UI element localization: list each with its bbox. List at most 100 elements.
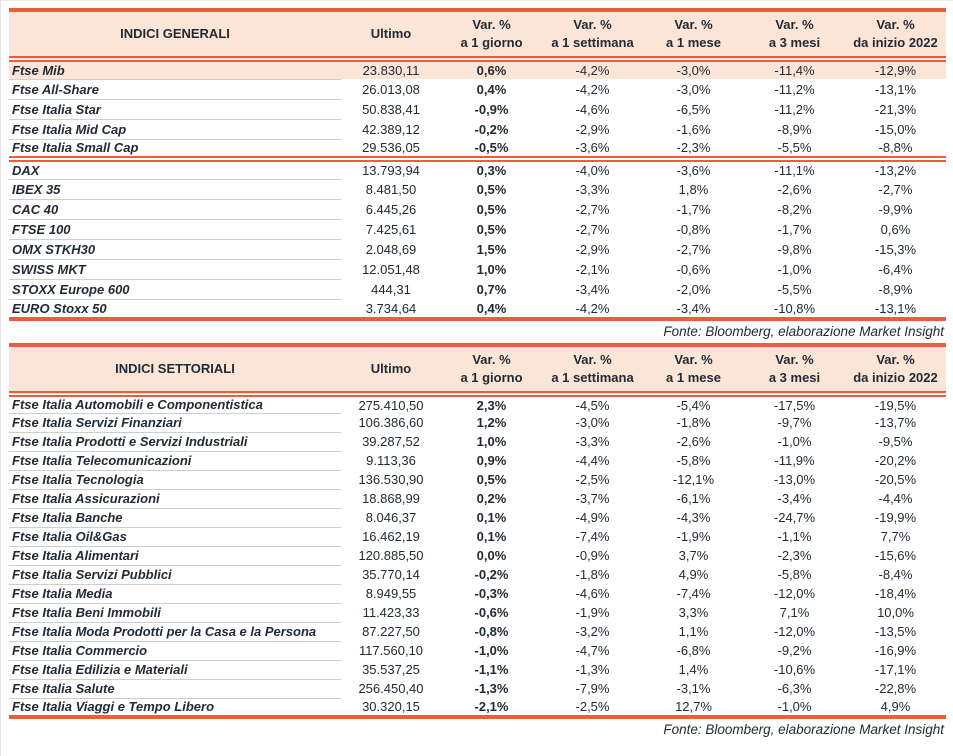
table-row: Ftse Italia Edilizia e Materiali 35.537,… bbox=[9, 660, 946, 680]
var-1-month-value: -12,1% bbox=[672, 472, 715, 487]
var-ytd-value: -20,5% bbox=[874, 472, 917, 487]
last-value: 275.410,50 bbox=[358, 397, 424, 413]
table-row: FTSE 100 7.425,61 0,5% -2,7% -0,8% -1,7%… bbox=[9, 219, 946, 240]
index-name: Ftse Italia Star bbox=[9, 99, 341, 120]
var-1-week-value: -2,9% bbox=[575, 241, 610, 257]
var-1-month-value: 1,1% bbox=[678, 624, 709, 639]
var-3-month-value: -5,5% bbox=[777, 140, 812, 155]
general-indices-table: INDICI GENERALI Ultimo Var. % a 1 giorno… bbox=[9, 8, 946, 321]
var-ytd-value: -13,5% bbox=[874, 624, 917, 639]
last-value: 2.048,69 bbox=[365, 241, 417, 257]
var-3-month-value: -6,3% bbox=[777, 681, 812, 696]
var-ytd-value: -15,3% bbox=[874, 241, 917, 257]
table-row: Ftse Mib 23.830,11 0,6% -4,2% -3,0% -11,… bbox=[9, 59, 946, 80]
var-3-month-value: 7,1% bbox=[779, 605, 810, 620]
last-value: 50.838,41 bbox=[362, 101, 420, 117]
var-3-month-value: -3,4% bbox=[777, 491, 812, 506]
index-name: Ftse Italia Servizi Pubblici bbox=[9, 565, 341, 585]
var-ytd-value: -13,7% bbox=[874, 415, 917, 430]
var-3-month-value: -11,2% bbox=[774, 101, 815, 117]
last-value: 8.481,50 bbox=[365, 181, 417, 197]
index-name: Ftse Italia Prodotti e Servizi Industria… bbox=[9, 432, 341, 452]
var-ytd-value: 7,7% bbox=[880, 529, 911, 544]
var-1-month-value: -3,4% bbox=[676, 300, 711, 316]
var-1-month-value: -2,7% bbox=[676, 241, 711, 257]
column-header-var-3-months: Var. % a 3 mesi bbox=[744, 10, 845, 62]
var-3-month-value: -9,2% bbox=[777, 643, 812, 658]
last-value: 12.051,48 bbox=[362, 261, 420, 277]
last-value: 39.287,52 bbox=[362, 434, 420, 449]
var-1-month-value: -5,8% bbox=[676, 453, 711, 468]
last-value: 23.830,11 bbox=[341, 59, 441, 79]
var-ytd-value: -12,9% bbox=[845, 59, 946, 79]
last-value: 8.046,37 bbox=[365, 510, 417, 525]
var-1-day-value: 1,0% bbox=[476, 434, 507, 449]
var-1-day-value: -0,6% bbox=[474, 605, 509, 620]
index-name: STOXX Europe 600 bbox=[9, 279, 341, 300]
var-1-week-value: -4,4% bbox=[575, 453, 610, 468]
table-row: Ftse Italia Media 8.949,55 -0,3% -4,6% -… bbox=[9, 584, 946, 604]
var-1-month-value: -5,4% bbox=[676, 397, 711, 413]
last-value: 35.770,14 bbox=[362, 567, 420, 582]
table-row: DAX 13.793,94 0,3% -4,0% -3,6% -11,1% -1… bbox=[9, 156, 946, 180]
index-name: Ftse Italia Salute bbox=[9, 679, 341, 699]
var-3-month-value: -1,0% bbox=[777, 699, 812, 714]
var-1-day-value: -1,3% bbox=[474, 681, 509, 696]
last-value: 120.885,50 bbox=[358, 548, 424, 563]
var-1-day-value: -0,5% bbox=[474, 140, 509, 155]
var-1-day-value: -0,2% bbox=[474, 567, 509, 582]
var-ytd-value: -9,5% bbox=[878, 434, 913, 449]
index-name: Ftse Italia Alimentari bbox=[9, 546, 341, 566]
last-value: 26.013,08 bbox=[362, 81, 420, 97]
var-ytd-value: -4,4% bbox=[878, 491, 913, 506]
var-1-month-value: -3,0% bbox=[676, 81, 711, 97]
var-3-month-value: -10,8% bbox=[773, 300, 816, 316]
var-1-week-value: -2,7% bbox=[575, 201, 610, 217]
var-ytd-value: 0,6% bbox=[880, 221, 911, 237]
index-name: IBEX 35 bbox=[9, 179, 341, 200]
index-name: FTSE 100 bbox=[9, 219, 341, 240]
var-1-day-value: 0,1% bbox=[476, 510, 507, 525]
var-1-month-value: 3,7% bbox=[678, 548, 709, 563]
var-1-week-value: -4,0% bbox=[542, 156, 643, 179]
var-1-month-value: -3,1% bbox=[676, 681, 711, 696]
var-1-day-value: -0,2% bbox=[474, 121, 509, 137]
var-ytd-value: -15,6% bbox=[874, 548, 917, 563]
table-row: Ftse Italia Automobili e Componentistica… bbox=[9, 394, 946, 414]
var-3-month-value: -11,9% bbox=[774, 453, 815, 468]
table-row: Ftse Italia Beni Immobili 11.423,33 -0,6… bbox=[9, 603, 946, 623]
var-1-week-value: -1,3% bbox=[575, 662, 610, 677]
table-row: Ftse Italia Mid Cap 42.389,12 -0,2% -2,9… bbox=[9, 119, 946, 140]
last-value: 30.320,15 bbox=[362, 699, 420, 714]
index-name: Ftse All-Share bbox=[9, 79, 341, 100]
table-row: Ftse Italia Telecomunicazioni 9.113,36 0… bbox=[9, 451, 946, 471]
var-1-week-value: -3,2% bbox=[575, 624, 610, 639]
var-3-month-value: -17,5% bbox=[773, 397, 816, 413]
last-value: 444,31 bbox=[371, 281, 411, 297]
table-row: Ftse Italia Assicurazioni 18.868,99 0,2%… bbox=[9, 489, 946, 509]
var-1-day-value: -0,9% bbox=[474, 101, 509, 117]
table-title-generali: INDICI GENERALI bbox=[9, 10, 341, 62]
var-1-month-value: 12,7% bbox=[675, 699, 712, 714]
var-1-month-value: -1,6% bbox=[676, 121, 711, 137]
table-row: Ftse Italia Star 50.838,41 -0,9% -4,6% -… bbox=[9, 99, 946, 120]
index-name: Ftse Italia Telecomunicazioni bbox=[9, 451, 341, 471]
table-row: Ftse Italia Small Cap 29.536,05 -0,5% -3… bbox=[9, 139, 946, 160]
last-value: 29.536,05 bbox=[362, 140, 420, 155]
column-header-ultimo: Ultimo bbox=[341, 345, 441, 397]
var-1-week-value: -3,0% bbox=[575, 415, 610, 430]
last-value: 16.462,19 bbox=[362, 529, 420, 544]
var-ytd-value: -19,5% bbox=[874, 397, 917, 413]
var-1-week-value: -2,1% bbox=[575, 261, 610, 277]
var-1-day-value: 0,1% bbox=[476, 529, 507, 544]
column-header-ultimo: Ultimo bbox=[341, 10, 441, 62]
column-header-var-3-months: Var. % a 3 mesi bbox=[744, 345, 845, 397]
var-3-month-value: -1,1% bbox=[777, 529, 812, 544]
var-3-month-value: -13,0% bbox=[773, 472, 816, 487]
var-1-week-value: -3,3% bbox=[575, 181, 610, 197]
var-1-day-value: 1,0% bbox=[476, 261, 507, 277]
var-ytd-value: 4,9% bbox=[880, 699, 911, 714]
var-1-week-value: -3,3% bbox=[575, 434, 610, 449]
var-ytd-value: -6,4% bbox=[878, 261, 913, 277]
var-1-month-value: -0,6% bbox=[676, 261, 711, 277]
